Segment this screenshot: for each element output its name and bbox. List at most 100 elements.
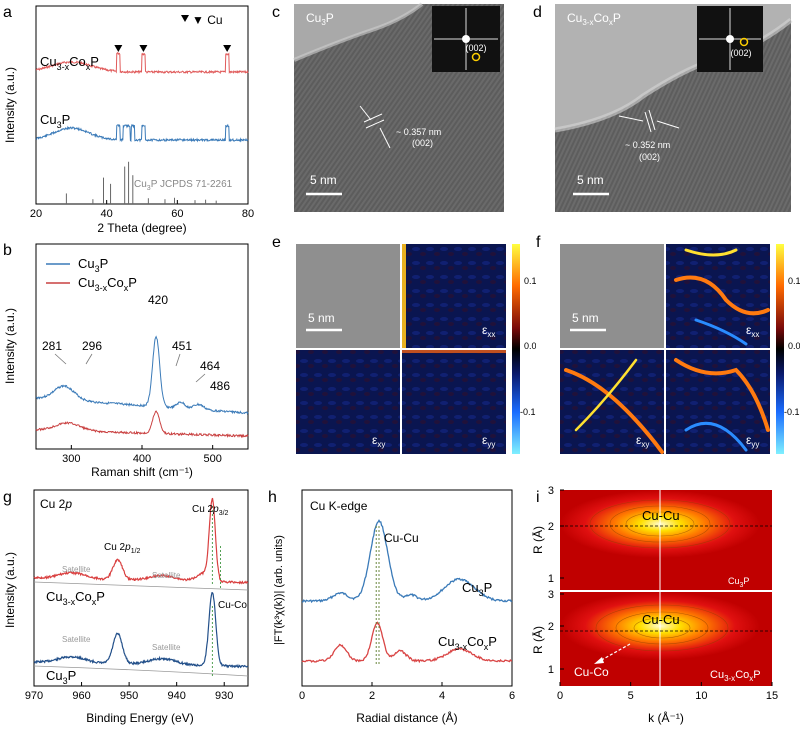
series-cu3p xyxy=(35,123,249,143)
legend-marker xyxy=(181,15,189,22)
y-axis-title-bottom: R (Å) xyxy=(532,626,545,654)
x-tick-label: 970 xyxy=(25,690,43,702)
label-cu2p12: Cu 2p1/2 xyxy=(104,542,141,555)
plot-frame xyxy=(301,489,513,687)
x-tick-label: 40 xyxy=(101,208,113,220)
panel-g-xps-chart: g Cu 2p Cu 2p3/2 Cu 2p1/2 Satellite Sate… xyxy=(3,489,249,725)
y-axis-title: Intensity (a.u.) xyxy=(3,67,17,143)
fft-plane-label: (002) xyxy=(465,43,486,53)
y-tick-label: 1 xyxy=(548,664,554,676)
peak-486: 486 xyxy=(210,379,230,393)
x-tick-label: 0 xyxy=(557,690,563,702)
y-tick-label: 3 xyxy=(548,486,554,497)
y-tick-label: 2 xyxy=(548,521,554,533)
x-tick-label: 500 xyxy=(203,453,221,465)
series-cu3p xyxy=(35,335,249,415)
panel-i-wavelet-chart: i Cu-Cu Cu-Cu Cu-Co Cu3P Cu3-xCoxP 0 5 10 1… xyxy=(532,486,778,725)
reference-label: Cu3P JCPDS 71-2261 xyxy=(134,179,233,192)
tem-quadrant xyxy=(296,244,400,348)
x-tick-label: 950 xyxy=(120,690,138,702)
peak-420: 420 xyxy=(148,293,168,307)
bottom-sample-label: Cu3-xCoxP xyxy=(710,669,761,683)
x-tick-label: 6 xyxy=(509,690,515,702)
peak-296: 296 xyxy=(82,339,102,353)
exx-quadrant xyxy=(402,244,506,348)
cbar-tick: -0.1 xyxy=(784,407,800,417)
label-cu3p: Cu3P xyxy=(40,112,70,130)
panel-letter: h xyxy=(268,489,277,506)
panel-letter: b xyxy=(3,242,12,259)
cu-cu-label: Cu-Cu xyxy=(384,531,419,545)
series-cu3p xyxy=(302,519,513,604)
background-top xyxy=(33,581,249,591)
panel-e-strain-map: e 5 nm εxx εxy εyy 0.1 0.0 -0.1 xyxy=(272,234,536,454)
exy-quadrant xyxy=(296,350,400,454)
scale-label: 5 nm xyxy=(310,173,337,187)
label-cu3-xcoxp: Cu3-xCoxP xyxy=(40,54,99,72)
label-satellite: Satellite xyxy=(152,643,181,652)
x-tick-label: 400 xyxy=(133,453,151,465)
legend-cu3-xcoxp: Cu3-xCoxP xyxy=(78,275,137,293)
y-tick-label: 2 xyxy=(548,621,554,633)
sample-label: Cu3-xCoxP xyxy=(567,11,621,27)
panel-letter: f xyxy=(536,234,541,251)
chart-title: Cu K-edge xyxy=(310,499,368,513)
cu-co-label: Cu-Co xyxy=(574,665,609,679)
cu-peak-marker xyxy=(139,45,148,52)
d-spacing: ~ 0.352 nm xyxy=(625,140,670,150)
x-tick-label: 4 xyxy=(439,690,445,702)
series-cu3-xcoxp xyxy=(33,497,249,585)
legend-cu3p: Cu3P xyxy=(78,256,108,274)
panel-letter: g xyxy=(3,489,12,506)
x-axis-title: k (Å⁻¹) xyxy=(648,710,684,725)
scale-label: 5 nm xyxy=(577,173,604,187)
plot-frame xyxy=(35,5,249,205)
x-axis-title: Raman shift (cm⁻¹) xyxy=(91,465,193,479)
label-satellite: Satellite xyxy=(62,635,91,644)
x-axis-title: 2 Theta (degree) xyxy=(97,221,186,235)
x-tick-label: 0 xyxy=(299,690,305,702)
panel-c-tem-image: c (002) Cu3P ~ 0.357 nm (002) 5 nm xyxy=(272,2,504,212)
cu-peak-marker xyxy=(114,45,123,52)
sample-label: Cu3P xyxy=(306,11,334,27)
fft-spot-marker xyxy=(739,37,749,47)
cu-co-arrow xyxy=(597,643,631,663)
label-satellite: Satellite xyxy=(152,571,181,580)
eyy-quadrant xyxy=(402,350,506,454)
plot-frame xyxy=(33,489,249,687)
x-tick-label: 15 xyxy=(766,690,778,702)
top-cu-cu-label: Cu-Cu xyxy=(642,508,680,523)
label-cu3-xcoxp: Cu3-xCoxP xyxy=(438,634,497,652)
x-tick-label: 5 xyxy=(628,690,634,702)
cbar-tick: -0.1 xyxy=(520,407,536,417)
peak-464: 464 xyxy=(200,359,220,373)
panel-letter: d xyxy=(533,4,542,21)
label-cu-co: Cu-Co xyxy=(218,600,247,611)
peak-451: 451 xyxy=(172,339,192,353)
panel-h-exafs-chart: h Cu K-edge Cu-Cu Cu3P Cu3-xCoxP 0 2 4 6 Ra… xyxy=(268,489,515,725)
x-tick-label: 960 xyxy=(72,690,90,702)
panel-letter: a xyxy=(3,4,12,21)
cbar-tick: 0.0 xyxy=(524,341,536,351)
x-axis-title: Radial distance (Å) xyxy=(356,710,457,725)
chart-title: Cu 2p xyxy=(40,497,72,511)
x-axis-title: Binding Energy (eV) xyxy=(86,711,193,725)
x-tick-label: 940 xyxy=(167,690,185,702)
x-tick-label: 930 xyxy=(215,690,233,702)
panel-letter: i xyxy=(536,489,540,506)
label-cu3p: Cu3P xyxy=(462,580,492,598)
fft-plane-label: (002) xyxy=(730,48,751,58)
colorbar xyxy=(512,244,520,454)
cbar-tick: 0.1 xyxy=(524,276,536,286)
series-cu3-xcoxp xyxy=(35,410,249,439)
label-satellite: Satellite xyxy=(62,565,91,574)
scale-label: 5 nm xyxy=(572,311,599,325)
peak-281: 281 xyxy=(42,339,62,353)
panel-d-tem-image: d (002) Cu3-xCoxP ~ 0.352 nm (002) 5 nm xyxy=(533,4,793,212)
exx-quadrant xyxy=(666,244,770,348)
y-axis-title: Intensity (a.u.) xyxy=(3,552,17,628)
x-tick-label: 60 xyxy=(171,208,183,220)
series-cu3-xcoxp xyxy=(36,51,249,75)
cbar-tick: 0.1 xyxy=(788,276,800,286)
plot-frame xyxy=(35,243,249,450)
